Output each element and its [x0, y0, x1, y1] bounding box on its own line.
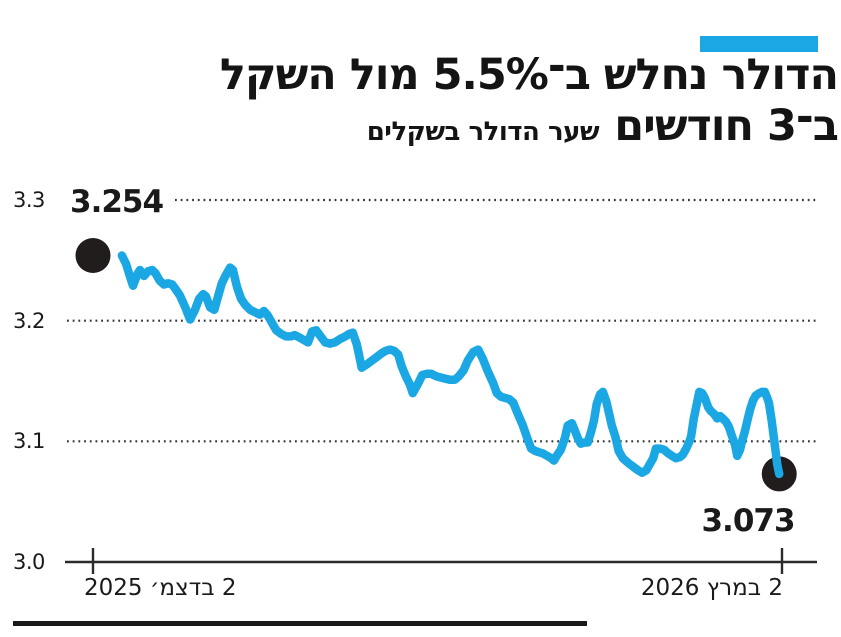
start-point-dot: [75, 238, 111, 274]
y-axis-tick-label: 3.1: [13, 429, 45, 454]
y-axis-tick-label: 3.2: [13, 308, 45, 333]
accent-bar: [700, 36, 818, 52]
headline-line2: ב־3 חודשים שער הדולר בשקלים: [220, 104, 839, 148]
headline-line1: הדולר נחלש ב־5.5% מול השקל: [219, 50, 839, 100]
start-value-label: 3.254: [70, 184, 164, 220]
x-axis-label-end: 2 במרץ 2026: [640, 575, 783, 601]
title-block: הדולר נחלש ב־5.5% מול השקל ב־3 חודשים שע…: [219, 50, 839, 148]
chart-subtitle: שער הדולר בשקלים: [366, 116, 600, 147]
y-axis-tick-label: 3.3: [13, 188, 45, 212]
x-axis-label-start: 2 בדצמ׳ 2025: [84, 575, 237, 601]
end-value-label: 3.073: [701, 503, 795, 539]
usd-ils-series-line: [117, 251, 784, 479]
bottom-divider-rule: [13, 621, 587, 626]
headline-line2-text: ב־3 חודשים: [614, 100, 839, 151]
y-axis-tick-label: 3.0: [13, 550, 45, 574]
